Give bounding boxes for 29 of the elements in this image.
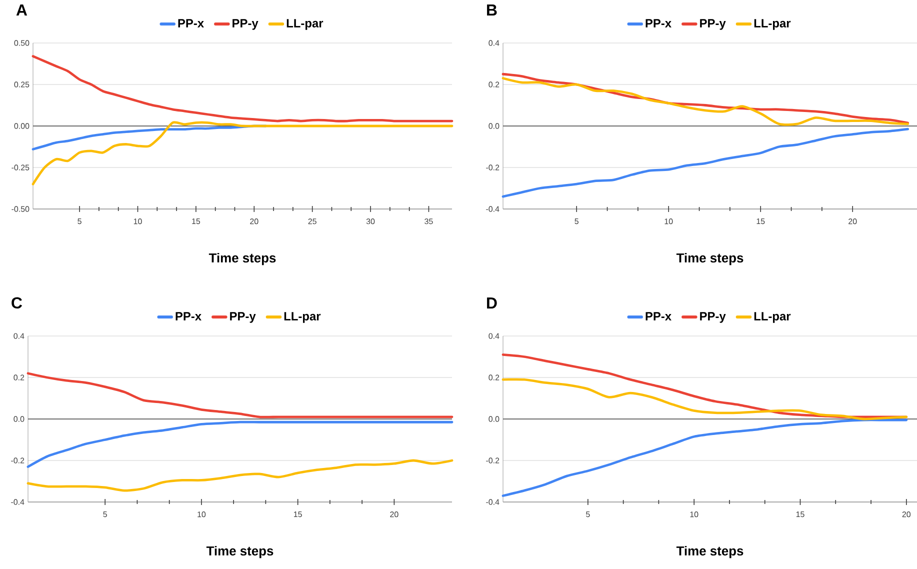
line-series bbox=[502, 378, 908, 420]
legend-label: PP-x bbox=[646, 312, 672, 320]
legend-label: PP-y bbox=[230, 312, 256, 323]
legend-label: PP-y bbox=[700, 312, 726, 323]
chart-title: A bbox=[16, 4, 28, 16]
chart-title: C bbox=[12, 297, 22, 309]
legend-label: PP-x bbox=[646, 19, 672, 28]
chart-title: B bbox=[487, 4, 497, 16]
legend-label: LL-par bbox=[754, 19, 791, 30]
legend-label: PP-y bbox=[232, 19, 258, 30]
line-series bbox=[26, 372, 454, 418]
legend-label: PP-x bbox=[178, 19, 204, 28]
legend-label: LL-par bbox=[754, 312, 791, 323]
line-series bbox=[32, 55, 454, 122]
line-series bbox=[502, 353, 908, 418]
line-series bbox=[26, 420, 454, 468]
chart-title: D bbox=[487, 298, 497, 309]
legend-label: PP-x bbox=[176, 312, 202, 320]
line-series bbox=[502, 128, 910, 198]
x-axis-title: Time steps bbox=[676, 546, 744, 558]
line-series bbox=[32, 121, 454, 186]
line-series bbox=[26, 459, 454, 492]
legend-label: PP-y bbox=[700, 19, 726, 30]
x-axis-title: Time steps bbox=[208, 252, 276, 266]
legend-label: LL-par bbox=[286, 19, 324, 30]
legend-label: LL-par bbox=[284, 312, 321, 323]
x-axis-title: Time steps bbox=[206, 546, 274, 558]
line-series bbox=[502, 418, 908, 497]
x-axis-title: Time steps bbox=[676, 252, 744, 266]
